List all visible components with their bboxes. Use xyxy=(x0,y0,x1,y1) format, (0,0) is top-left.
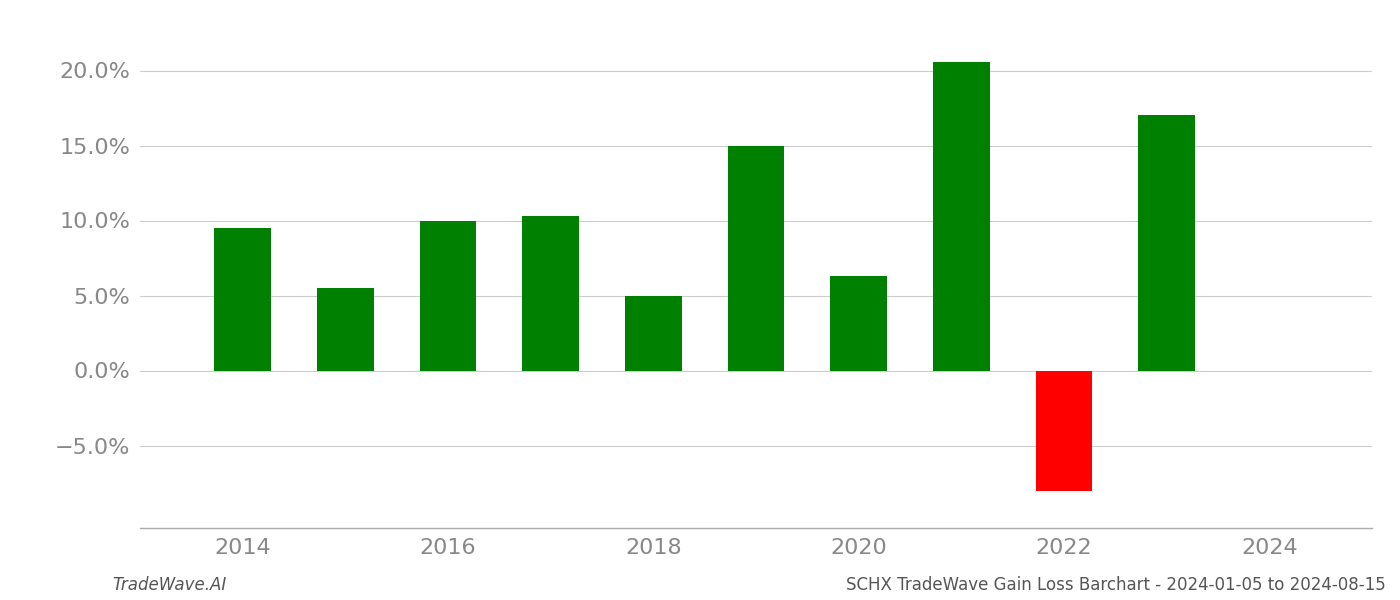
Bar xyxy=(522,216,578,370)
Bar xyxy=(932,61,990,370)
Text: SCHX TradeWave Gain Loss Barchart - 2024-01-05 to 2024-08-15: SCHX TradeWave Gain Loss Barchart - 2024… xyxy=(846,576,1386,594)
Bar xyxy=(316,288,374,370)
Bar xyxy=(1138,115,1194,370)
Bar xyxy=(830,276,886,370)
Bar xyxy=(214,228,270,370)
Text: TradeWave.AI: TradeWave.AI xyxy=(112,576,227,594)
Bar xyxy=(1036,370,1092,491)
Bar xyxy=(728,145,784,370)
Bar xyxy=(420,220,476,370)
Bar xyxy=(624,295,682,370)
